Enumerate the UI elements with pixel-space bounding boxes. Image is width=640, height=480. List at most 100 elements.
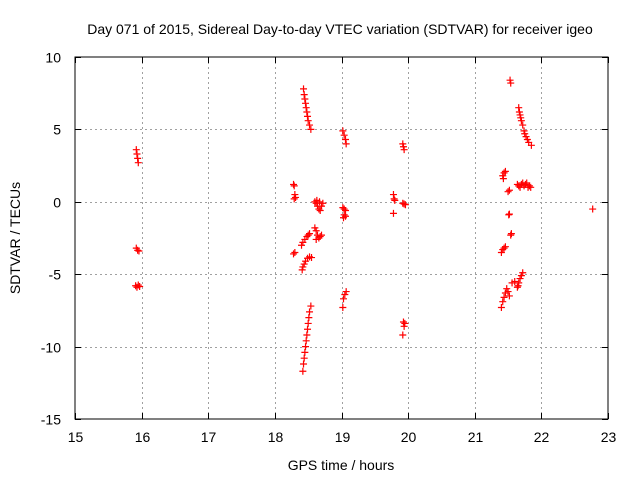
data-point-marker	[499, 175, 507, 183]
y-tick-label: 5	[53, 122, 61, 138]
data-point-marker	[517, 117, 525, 125]
data-point-marker	[302, 99, 310, 107]
data-point-marker	[400, 200, 408, 208]
data-point-marker	[497, 304, 505, 312]
data-point-marker	[304, 319, 312, 327]
data-point-marker	[511, 277, 519, 285]
data-point-marker	[339, 304, 347, 312]
data-point-marker	[290, 182, 298, 190]
data-point-marker	[303, 108, 311, 116]
data-point-marker	[342, 140, 350, 148]
data-point-marker	[290, 250, 298, 258]
data-point-marker	[306, 230, 314, 238]
y-tick-label: -5	[49, 267, 62, 283]
data-point-marker	[134, 246, 142, 254]
data-point-marker	[301, 95, 309, 103]
data-point-marker	[339, 127, 347, 135]
data-point-marker	[507, 230, 515, 238]
data-point-marker	[389, 191, 397, 199]
data-point-marker	[304, 117, 312, 125]
y-tick-label: -10	[41, 340, 61, 356]
data-point-marker	[316, 206, 324, 214]
data-point-marker	[504, 188, 512, 196]
data-point-marker	[133, 150, 141, 158]
data-point-marker	[305, 314, 313, 322]
data-point-marker	[339, 295, 347, 303]
data-point-marker	[507, 231, 515, 239]
data-point-marker	[525, 182, 533, 190]
data-point-marker	[500, 169, 508, 177]
data-point-marker	[290, 180, 298, 188]
x-tick-label: 15	[68, 429, 84, 445]
data-point-marker	[304, 325, 312, 333]
data-point-marker	[132, 146, 140, 154]
data-point-marker	[304, 112, 312, 120]
x-tick-label: 22	[534, 429, 550, 445]
data-point-marker	[519, 269, 527, 277]
data-point-marker	[302, 337, 310, 345]
data-point-marker	[390, 195, 398, 203]
data-point-marker	[308, 254, 316, 262]
data-point-marker	[527, 141, 535, 149]
x-tick-labels: 15 16 17 18 19 20 21 22 23	[68, 429, 617, 445]
data-point-marker	[399, 318, 407, 326]
data-point-marker	[391, 196, 399, 204]
data-point-marker	[302, 104, 310, 112]
data-point-marker	[505, 211, 513, 219]
data-point-marker	[507, 79, 515, 87]
data-point-marker	[292, 193, 300, 201]
x-tick-label: 17	[201, 429, 217, 445]
data-point-marker	[318, 231, 326, 239]
data-point-marker	[339, 214, 347, 222]
data-point-marker	[401, 319, 409, 327]
data-point-marker	[312, 235, 320, 243]
y-tick-labels: -15 -10 -5 0 5 10	[41, 50, 61, 428]
data-point-marker	[307, 302, 315, 310]
data-point-marker	[136, 283, 144, 291]
x-tick-label: 19	[335, 429, 351, 445]
data-point-marker	[340, 131, 348, 139]
data-point-marker	[306, 308, 314, 316]
data-point-marker	[301, 348, 309, 356]
y-tick-label: 0	[53, 195, 61, 211]
x-tick-label: 16	[135, 429, 151, 445]
data-point-marker	[519, 121, 527, 129]
data-point-marker	[389, 209, 397, 217]
data-point-marker	[312, 227, 320, 235]
data-point-marker	[316, 198, 324, 206]
data-point-marker	[135, 247, 143, 255]
data-point-marker	[307, 125, 315, 133]
data-point-marker	[342, 288, 350, 296]
data-point-marker	[306, 121, 314, 129]
data-point-marker	[290, 195, 298, 203]
data-point-marker	[134, 281, 142, 289]
data-point-marker	[401, 201, 409, 209]
y-tick-label: 10	[45, 50, 61, 66]
grid-lines	[75, 57, 608, 419]
data-point-marker	[299, 367, 307, 375]
data-point-marker	[500, 244, 508, 252]
data-point-marker	[300, 360, 308, 368]
data-point-marker	[341, 136, 349, 144]
data-point-marker	[527, 183, 535, 191]
data-point-marker	[304, 231, 312, 239]
data-point-marker	[302, 343, 310, 351]
y-axis-label: SDTVAR / TECUs	[7, 182, 23, 294]
data-point-marker	[513, 283, 521, 291]
data-point-marker	[505, 186, 513, 194]
plot-frame	[74, 56, 609, 420]
data-point-marker	[300, 91, 308, 99]
data-point-marker	[500, 293, 508, 301]
data-point-marker	[501, 243, 509, 251]
y-tick-label: -15	[41, 412, 61, 428]
x-tick-label: 23	[601, 429, 617, 445]
x-tick-label: 18	[268, 429, 284, 445]
data-point-marker	[504, 288, 512, 296]
x-axis-label: GPS time / hours	[288, 457, 395, 473]
data-point-marker	[400, 146, 408, 154]
data-point-marker	[505, 210, 513, 218]
data-point-marker	[505, 292, 513, 300]
data-point-marker	[300, 85, 308, 93]
data-point-marker	[319, 199, 327, 207]
